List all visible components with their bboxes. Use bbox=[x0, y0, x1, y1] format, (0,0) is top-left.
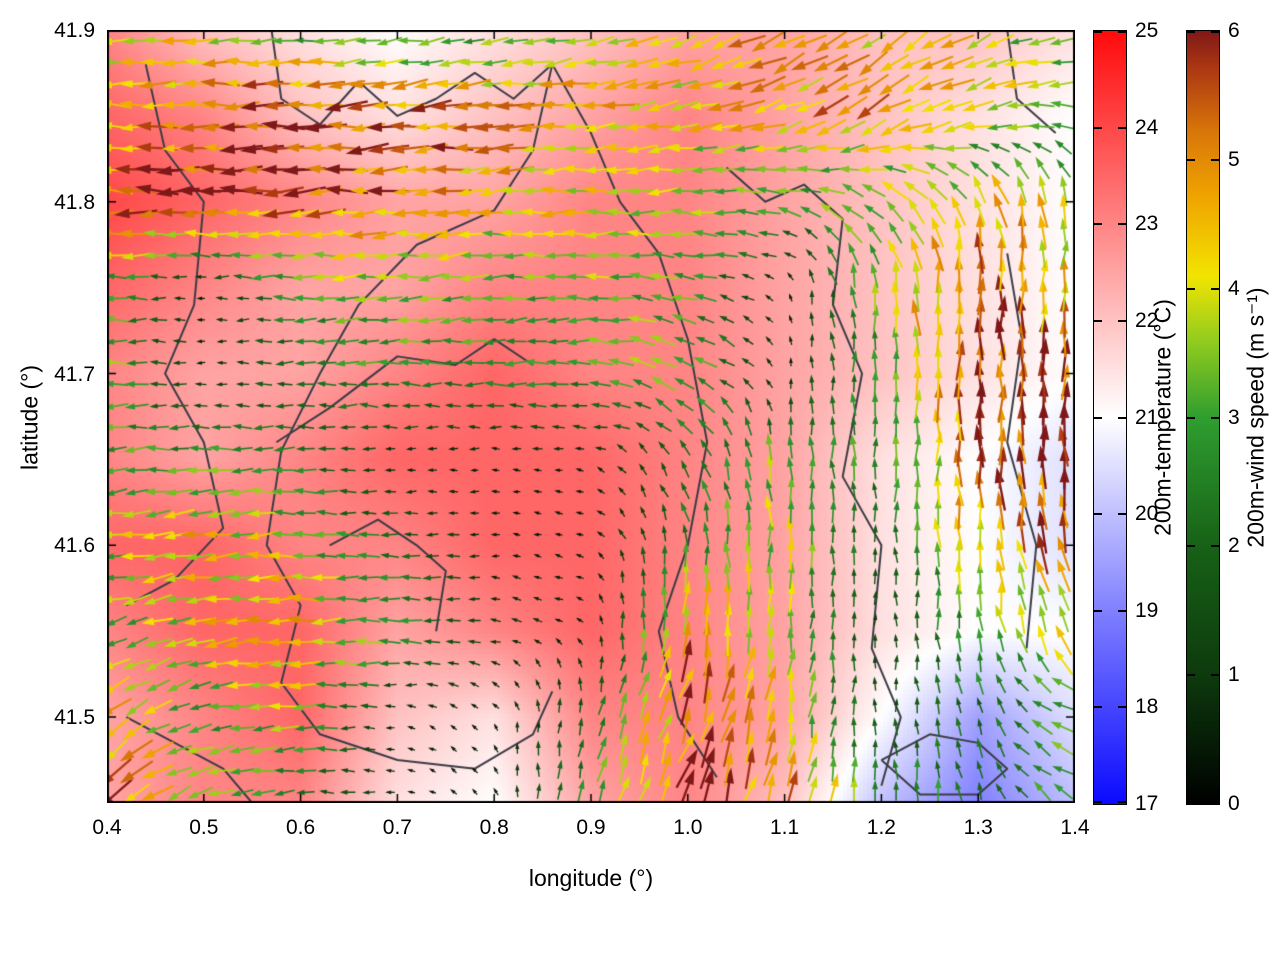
colorbar-tick-label: 1 bbox=[1228, 663, 1240, 687]
colorbar-tick-mark bbox=[1187, 674, 1195, 677]
colorbar-tick-mark bbox=[1211, 801, 1219, 803]
vector-field-plot-canvas bbox=[107, 30, 1075, 803]
colorbar-tick-mark bbox=[1118, 801, 1126, 803]
colorbar-tick-label: 21 bbox=[1135, 405, 1159, 429]
y-tick-label: 41.8 bbox=[54, 190, 95, 214]
colorbar-tick-label: 0 bbox=[1228, 792, 1240, 815]
x-tick-label: 0.7 bbox=[382, 816, 412, 839]
colorbar-tick-mark bbox=[1118, 223, 1126, 226]
y-tick-label: 41.7 bbox=[54, 362, 95, 386]
colorbar-tick-mark bbox=[1187, 801, 1195, 803]
colorbar-tick-mark bbox=[1118, 513, 1126, 516]
x-tick-label: 1.3 bbox=[963, 816, 993, 839]
colorbar-tick-mark bbox=[1118, 31, 1126, 33]
colorbar-tick-mark bbox=[1094, 416, 1102, 419]
colorbar-tick-mark bbox=[1094, 706, 1102, 709]
colorbar-tick-mark bbox=[1211, 287, 1219, 290]
colorbar-tick-label: 4 bbox=[1228, 276, 1240, 300]
colorbar-tick-label: 2 bbox=[1228, 534, 1240, 558]
temperature-colorbar-label: 200m-temperature (°C) bbox=[1149, 298, 1176, 536]
x-tick-label: 0.5 bbox=[189, 816, 219, 839]
colorbar-tick-mark bbox=[1211, 158, 1219, 161]
colorbar-tick-label: 5 bbox=[1228, 147, 1240, 171]
colorbar-tick-mark bbox=[1118, 319, 1126, 322]
colorbar-tick-mark bbox=[1094, 319, 1102, 322]
colorbar-tick-label: 25 bbox=[1135, 19, 1159, 42]
colorbar-tick-label: 24 bbox=[1135, 115, 1159, 139]
x-tick-label: 1.0 bbox=[673, 816, 703, 839]
colorbar-tick-mark bbox=[1187, 545, 1195, 548]
y-tick-label: 41.6 bbox=[54, 534, 95, 558]
colorbar-tick-mark bbox=[1118, 706, 1126, 709]
y-tick-label: 41.9 bbox=[54, 19, 95, 42]
x-tick-label: 0.6 bbox=[285, 816, 316, 839]
colorbar-tick-label: 19 bbox=[1135, 598, 1159, 622]
y-tick-label: 41.5 bbox=[54, 706, 95, 730]
colorbar-tick-mark bbox=[1094, 31, 1102, 33]
x-axis-label: longitude (°) bbox=[528, 865, 654, 891]
colorbar-tick-mark bbox=[1094, 126, 1102, 129]
colorbar-tick-mark bbox=[1094, 223, 1102, 226]
colorbar-tick-mark bbox=[1094, 513, 1102, 516]
y-axis-label: latitude (°) bbox=[16, 364, 43, 470]
colorbar-tick-mark bbox=[1211, 545, 1219, 548]
wind-speed-colorbar-label: 200m-wind speed (m s⁻¹) bbox=[1242, 286, 1269, 548]
colorbar-tick-label: 22 bbox=[1135, 308, 1159, 332]
colorbar-tick-mark bbox=[1187, 158, 1195, 161]
x-tick-label: 0.8 bbox=[479, 816, 509, 839]
x-tick-label: 0.4 bbox=[92, 816, 122, 839]
colorbar-tick-label: 6 bbox=[1228, 19, 1240, 42]
colorbar-tick-label: 3 bbox=[1228, 405, 1240, 429]
colorbar-tick-mark bbox=[1187, 287, 1195, 290]
colorbar-tick-mark bbox=[1094, 801, 1102, 803]
x-tick-label: 1.4 bbox=[1060, 816, 1090, 839]
colorbar-tick-mark bbox=[1211, 674, 1219, 677]
colorbar-tick-mark bbox=[1211, 31, 1219, 33]
colorbar-tick-label: 23 bbox=[1135, 212, 1159, 236]
x-tick-label: 0.9 bbox=[576, 816, 606, 839]
colorbar-tick-mark bbox=[1187, 416, 1195, 419]
colorbar-tick-label: 17 bbox=[1135, 792, 1159, 815]
colorbar-tick-mark bbox=[1187, 31, 1195, 33]
colorbar-tick-mark bbox=[1118, 126, 1126, 129]
colorbar-tick-mark bbox=[1118, 416, 1126, 419]
colorbar-tick-mark bbox=[1094, 609, 1102, 612]
colorbar-tick-mark bbox=[1211, 416, 1219, 419]
x-tick-label: 1.1 bbox=[769, 816, 800, 839]
colorbar-tick-label: 18 bbox=[1135, 695, 1159, 719]
colorbar-tick-label: 20 bbox=[1135, 502, 1159, 526]
x-tick-label: 1.2 bbox=[866, 816, 896, 839]
colorbar-tick-mark bbox=[1118, 609, 1126, 612]
